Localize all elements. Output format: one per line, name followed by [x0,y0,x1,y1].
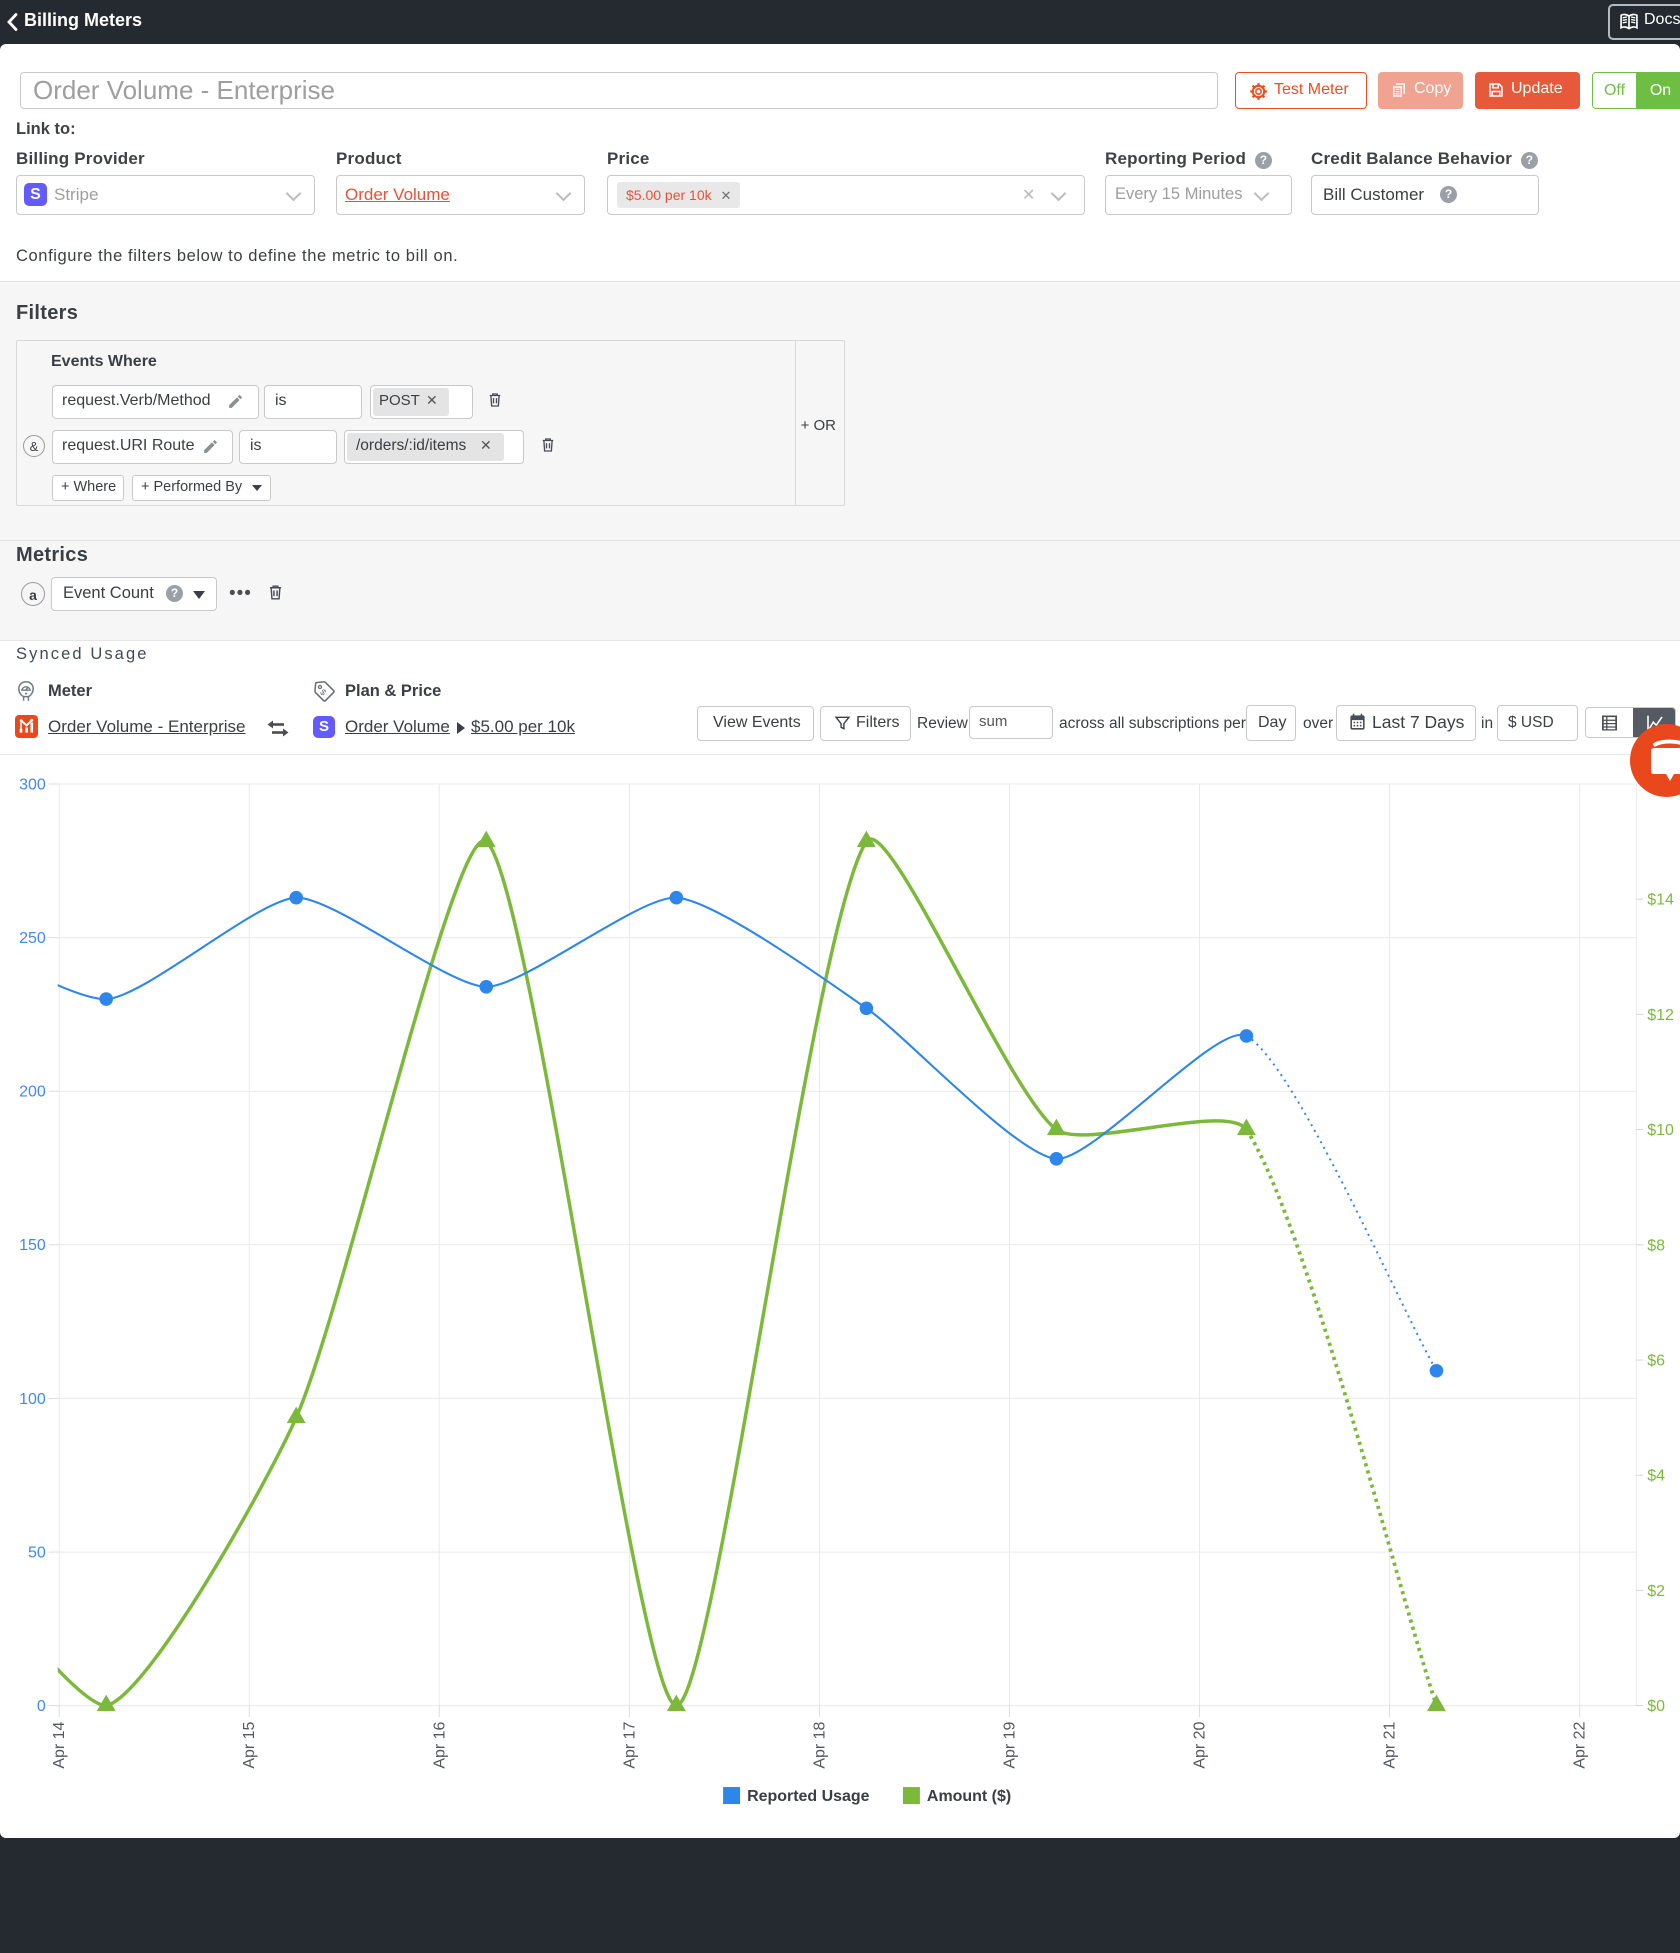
svg-text:200: 200 [19,1084,46,1101]
svg-text:$14: $14 [1647,892,1674,909]
svg-text:Reported Usage: Reported Usage [747,1788,870,1805]
svg-text:Apr 21: Apr 21 [1381,1722,1398,1769]
svg-text:$10: $10 [1647,1122,1674,1139]
svg-text:Apr 17: Apr 17 [621,1722,638,1769]
svg-text:300: 300 [19,776,46,793]
svg-text:Apr 18: Apr 18 [811,1722,828,1769]
svg-text:250: 250 [19,930,46,947]
svg-text:$4: $4 [1647,1468,1665,1485]
svg-text:100: 100 [19,1391,46,1408]
svg-text:Apr 20: Apr 20 [1191,1722,1208,1769]
svg-text:$2: $2 [1647,1583,1665,1600]
svg-text:Amount ($): Amount ($) [927,1788,1011,1805]
svg-text:$: $ [318,687,328,698]
svg-text:Apr 22: Apr 22 [1572,1722,1589,1769]
svg-text:Apr 14: Apr 14 [51,1722,68,1769]
svg-text:Apr 15: Apr 15 [241,1722,258,1769]
svg-text:50: 50 [28,1545,46,1562]
svg-text:$0: $0 [1647,1698,1665,1715]
svg-text:$6: $6 [1647,1353,1665,1370]
svg-text:Apr 19: Apr 19 [1001,1722,1018,1769]
svg-text:150: 150 [19,1237,46,1254]
svg-text:Apr 16: Apr 16 [431,1722,448,1769]
svg-text:0: 0 [37,1698,46,1715]
svg-text:$12: $12 [1647,1007,1674,1024]
svg-text:$8: $8 [1647,1237,1665,1254]
